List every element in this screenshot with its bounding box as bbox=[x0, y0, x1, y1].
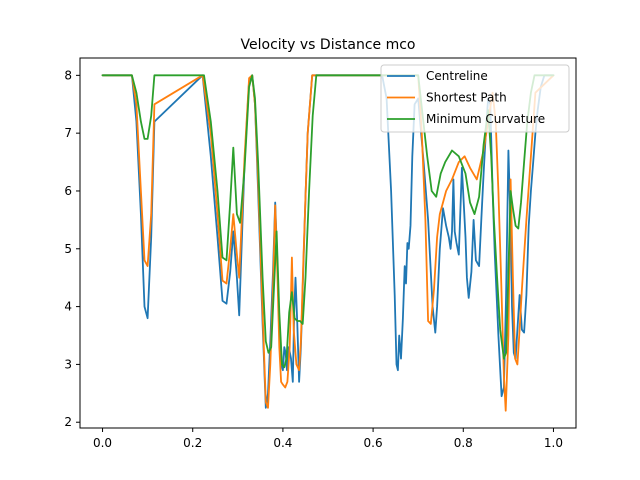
x-tick-label: 0.8 bbox=[454, 436, 473, 450]
x-tick-label: 0.2 bbox=[183, 436, 202, 450]
y-tick-label: 4 bbox=[64, 300, 72, 314]
legend-label-2: Minimum Curvature bbox=[426, 112, 545, 126]
x-tick-label: 1.0 bbox=[544, 436, 563, 450]
y-tick-label: 3 bbox=[64, 357, 72, 371]
chart-title: Velocity vs Distance mco bbox=[241, 37, 416, 53]
legend-label-0: Centreline bbox=[426, 69, 488, 83]
x-tick-label: 0.6 bbox=[364, 436, 383, 450]
series-lines bbox=[101, 74, 555, 412]
y-tick-label: 8 bbox=[64, 68, 72, 82]
y-tick-label: 7 bbox=[64, 126, 72, 140]
series-line-2 bbox=[101, 74, 555, 369]
x-tick-label: 0.0 bbox=[93, 436, 112, 450]
legend-label-1: Shortest Path bbox=[426, 91, 507, 105]
y-axis: 2 3 4 5 6 7 8 bbox=[64, 68, 80, 429]
series-line-1 bbox=[101, 74, 555, 412]
x-axis: 0.0 0.2 0.4 0.6 0.8 1.0 bbox=[93, 428, 563, 450]
y-tick-label: 5 bbox=[64, 242, 72, 256]
y-tick-label: 2 bbox=[64, 415, 72, 429]
x-tick-label: 0.4 bbox=[273, 436, 292, 450]
legend: Centreline Shortest Path Minimum Curvature bbox=[380, 64, 570, 133]
legend-box bbox=[380, 64, 570, 133]
plot-frame bbox=[79, 57, 577, 429]
y-tick-label: 6 bbox=[64, 184, 72, 198]
